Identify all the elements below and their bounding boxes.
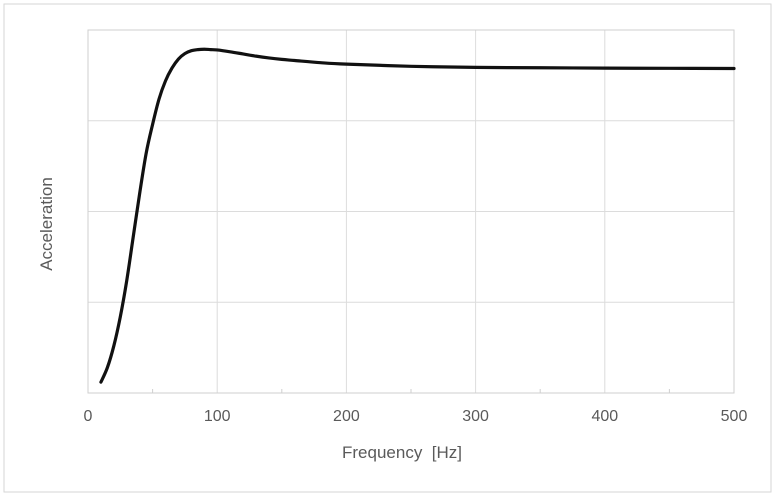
y-axis-label: Acceleration	[37, 177, 56, 271]
chart-outer-border	[3, 3, 772, 493]
x-tick-label: 500	[721, 408, 748, 425]
x-tick-label: 400	[591, 408, 618, 425]
x-axis-label: Frequency [Hz]	[342, 443, 462, 462]
x-axis-tick-labels: 0 100 200 300 400 500	[84, 408, 748, 425]
plot-area-frame	[87, 29, 735, 394]
x-tick-label: 300	[462, 408, 489, 425]
x-tick-label: 100	[204, 408, 231, 425]
acceleration-series-line	[99, 47, 736, 384]
x-tick-label: 0	[84, 408, 93, 425]
x-tick-label: 200	[333, 408, 360, 425]
